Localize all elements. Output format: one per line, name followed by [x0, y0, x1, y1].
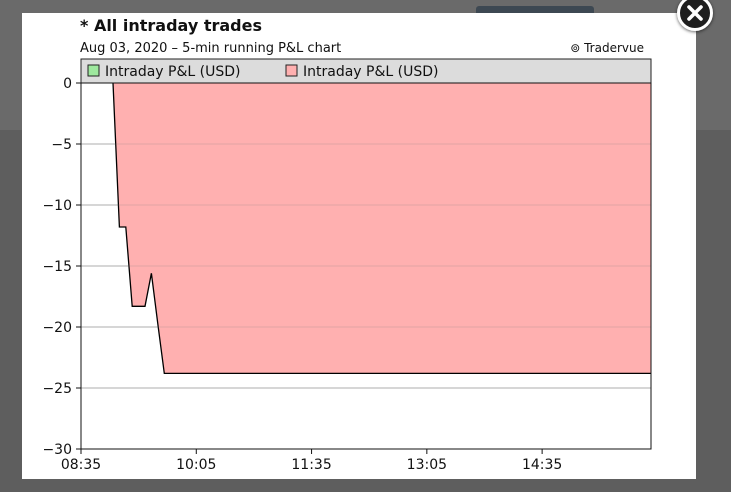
- x-tick-label: 11:35: [291, 457, 331, 473]
- y-tick-label: −20: [42, 320, 72, 336]
- legend-label-1: Intraday P&L (USD): [303, 64, 438, 80]
- y-tick-label: −5: [51, 137, 72, 153]
- y-tick-label: 0: [63, 76, 72, 92]
- x-tick-label: 14:35: [522, 457, 562, 473]
- y-tick-label: −30: [42, 442, 72, 458]
- x-tick-label: 13:05: [407, 457, 447, 473]
- chart-subtitle: Aug 03, 2020 – 5-min running P&L chart: [80, 41, 341, 56]
- legend-bar: [80, 58, 652, 84]
- x-tick-label: 10:05: [176, 457, 216, 473]
- legend-swatch-0: [87, 64, 100, 77]
- chart-title: * All intraday trades: [80, 16, 262, 35]
- y-tick-label: −25: [42, 381, 72, 397]
- series-area: [113, 83, 651, 374]
- legend-label-0: Intraday P&L (USD): [105, 64, 240, 80]
- close-icon: [687, 5, 703, 21]
- x-tick-label: 08:35: [61, 457, 101, 473]
- chart-modal: * All intraday trades Aug 03, 2020 – 5-mi…: [22, 13, 696, 479]
- legend-swatch-1: [285, 64, 298, 77]
- y-tick-label: −15: [42, 259, 72, 275]
- close-button[interactable]: [677, 0, 713, 31]
- series-line: [112, 82, 651, 375]
- y-tick-label: −10: [42, 198, 72, 214]
- chart-watermark: ⊚ Tradervue: [570, 41, 644, 55]
- pnl-chart: * All intraday trades Aug 03, 2020 – 5-mi…: [42, 16, 652, 473]
